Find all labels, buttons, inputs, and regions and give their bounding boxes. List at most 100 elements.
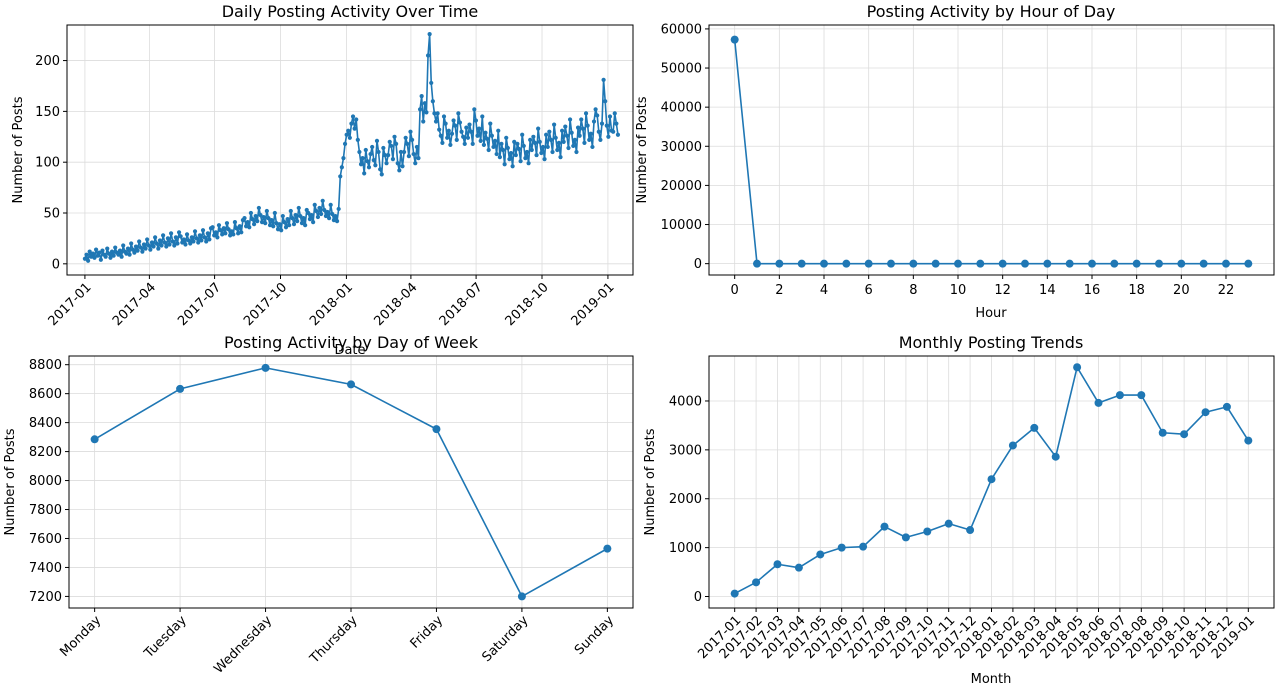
data-point (271, 224, 276, 229)
data-point (216, 223, 222, 228)
data-point (244, 224, 249, 229)
data-point (496, 128, 501, 133)
data-point (352, 126, 357, 131)
data-point (923, 527, 932, 536)
data-point (390, 157, 396, 162)
y-tick-label: 8000 (29, 474, 62, 489)
data-point (1065, 259, 1074, 268)
data-point (425, 53, 431, 58)
data-point (606, 134, 611, 139)
data-point (151, 244, 156, 249)
data-point (258, 212, 263, 218)
data-point (473, 118, 479, 123)
data-point (261, 363, 270, 372)
data-point (615, 132, 621, 137)
data-point (1180, 430, 1189, 439)
data-point (154, 241, 159, 246)
data-point (220, 232, 225, 237)
data-point (816, 550, 825, 559)
data-point (285, 217, 290, 222)
data-point (226, 227, 231, 232)
y-tick-label: 1000 (669, 541, 702, 556)
data-point (966, 526, 975, 535)
data-point (521, 143, 526, 149)
data-point (998, 259, 1007, 268)
data-point (752, 578, 761, 587)
data-point (397, 168, 402, 173)
data-point (346, 128, 351, 133)
data-point (575, 125, 581, 130)
x-tick-label: Friday (408, 613, 447, 652)
data-point (461, 134, 466, 139)
data-point (478, 138, 483, 143)
data-point (309, 212, 314, 218)
data-point (143, 246, 148, 251)
data-point (567, 117, 573, 122)
data-point (591, 119, 597, 124)
data-point (90, 251, 95, 256)
data-point (596, 129, 601, 134)
data-point (133, 244, 139, 249)
data-point (1222, 402, 1231, 411)
data-point (378, 167, 383, 172)
data-point (93, 247, 99, 252)
data-point (161, 233, 166, 238)
data-point (204, 239, 209, 244)
x-tick-label: 12 (994, 283, 1011, 298)
data-point (510, 164, 515, 169)
data-point (775, 259, 784, 268)
data-point (389, 143, 394, 149)
data-point (342, 141, 348, 146)
data-point (189, 235, 194, 240)
data-point (307, 217, 313, 222)
data-point (194, 236, 199, 241)
data-point (599, 121, 605, 126)
data-point (542, 157, 547, 162)
data-point (481, 142, 486, 148)
data-point (218, 228, 223, 233)
data-point (580, 126, 585, 131)
data-point (172, 243, 177, 248)
data-point (331, 218, 336, 223)
y-tick-label: 60000 (661, 22, 702, 37)
data-point (512, 139, 517, 144)
y-tick-label: 20000 (661, 179, 702, 194)
x-tick-label: Sunday (572, 613, 617, 658)
x-tick-label: Saturday (480, 613, 532, 665)
x-tick-label: 10 (950, 283, 967, 298)
data-point (523, 156, 528, 161)
data-point (611, 129, 616, 134)
data-point (454, 137, 459, 142)
data-point (880, 522, 889, 531)
data-point (484, 136, 490, 141)
data-point (502, 162, 507, 167)
data-point (261, 214, 266, 220)
data-point (590, 144, 595, 150)
data-point (469, 129, 474, 134)
data-point (295, 219, 300, 224)
data-point (84, 252, 89, 257)
data-point (183, 242, 188, 247)
data-point (334, 219, 340, 224)
data-point (371, 158, 376, 163)
data-point (508, 150, 514, 156)
data-point (245, 220, 250, 225)
data-point (132, 250, 137, 255)
data-point (188, 241, 193, 246)
data-point (1244, 259, 1253, 268)
data-point (433, 119, 439, 124)
data-point (196, 240, 201, 245)
data-point (381, 145, 386, 151)
data-point (200, 228, 206, 233)
y-tick-label: 8200 (29, 445, 62, 460)
data-point (386, 152, 391, 158)
data-point (446, 128, 451, 133)
data-point (125, 246, 131, 251)
data-point (306, 210, 311, 216)
data-point (325, 209, 330, 215)
data-point (526, 161, 531, 166)
daily-series-line (84, 33, 619, 262)
data-point (121, 243, 126, 248)
data-point (256, 205, 261, 211)
data-point (540, 144, 546, 150)
